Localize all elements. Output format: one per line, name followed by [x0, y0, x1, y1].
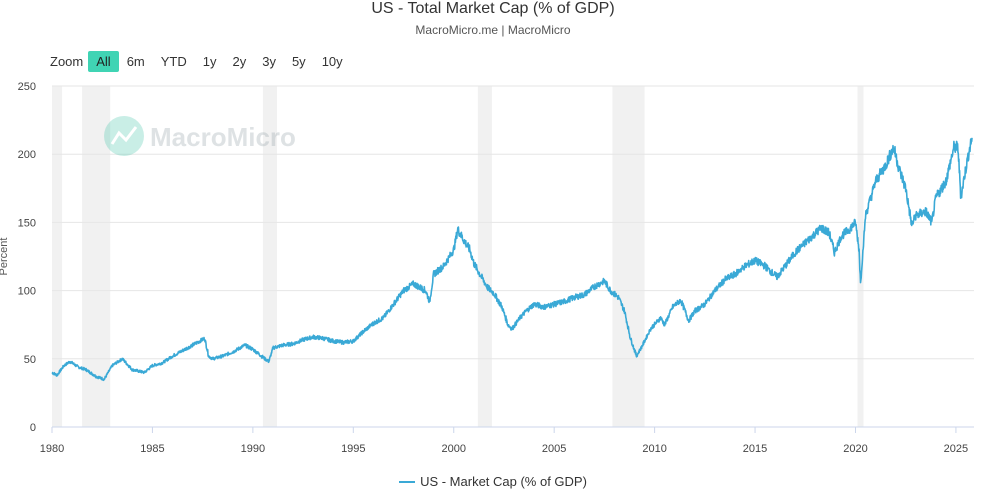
zoom-button-3y[interactable]: 3y	[262, 53, 276, 69]
watermark-logo: MacroMicro	[104, 116, 296, 156]
zoom-toolbar: Zoom All 6m YTD 1y 2y 3y 5y 10y	[50, 50, 351, 72]
zoom-button-10y[interactable]: 10y	[321, 53, 343, 69]
zoom-button-all[interactable]: All	[88, 50, 119, 72]
x-tick-label: 2005	[542, 443, 566, 455]
x-tick-label: 1980	[40, 443, 64, 455]
y-tick-label: 250	[18, 81, 36, 93]
legend-label: US - Market Cap (% of GDP)	[420, 474, 587, 489]
y-tick-label: 100	[18, 286, 36, 298]
legend[interactable]: US - Market Cap (% of GDP)	[0, 474, 986, 489]
recession-band	[262, 86, 277, 427]
x-tick-label: 1995	[341, 443, 365, 455]
y-tick-label: 200	[18, 149, 36, 161]
y-tick-label: 0	[30, 422, 36, 434]
y-tick-label: 150	[18, 217, 36, 229]
zoom-button-ytd[interactable]: YTD	[160, 53, 187, 69]
recession-band	[52, 86, 63, 427]
x-tick-label: 1990	[241, 443, 265, 455]
x-tick-label: 2010	[642, 443, 666, 455]
x-tick-label: 2000	[442, 443, 466, 455]
chart-title: US - Total Market Cap (% of GDP)	[371, 0, 615, 17]
watermark-text: MacroMicro	[150, 122, 296, 152]
zoom-label: Zoom	[50, 53, 84, 69]
chart-subtitle: MacroMicro.me | MacroMicro	[415, 23, 571, 37]
zoom-button-2y[interactable]: 2y	[232, 53, 247, 69]
x-tick-label: 2025	[944, 443, 968, 455]
series-line[interactable]	[51, 137, 973, 382]
recession-band	[612, 86, 645, 427]
x-tick-label: 2015	[743, 443, 767, 455]
recession-band	[477, 86, 492, 427]
y-axis-title: Percent	[0, 238, 10, 276]
zoom-button-1y[interactable]: 1y	[202, 53, 217, 69]
x-tick-label: 1985	[140, 443, 164, 455]
legend-swatch	[399, 480, 416, 483]
y-tick-label: 50	[24, 354, 36, 366]
chart-plot[interactable]: 0 50 100 150 200 250 1980 1985 1990 1995 2000 2005 2…	[0, 0, 986, 470]
recession-band	[857, 86, 864, 427]
x-tick-label: 2020	[843, 443, 867, 455]
zoom-button-6m[interactable]: 6m	[126, 53, 145, 69]
zoom-button-5y[interactable]: 5y	[291, 53, 306, 69]
